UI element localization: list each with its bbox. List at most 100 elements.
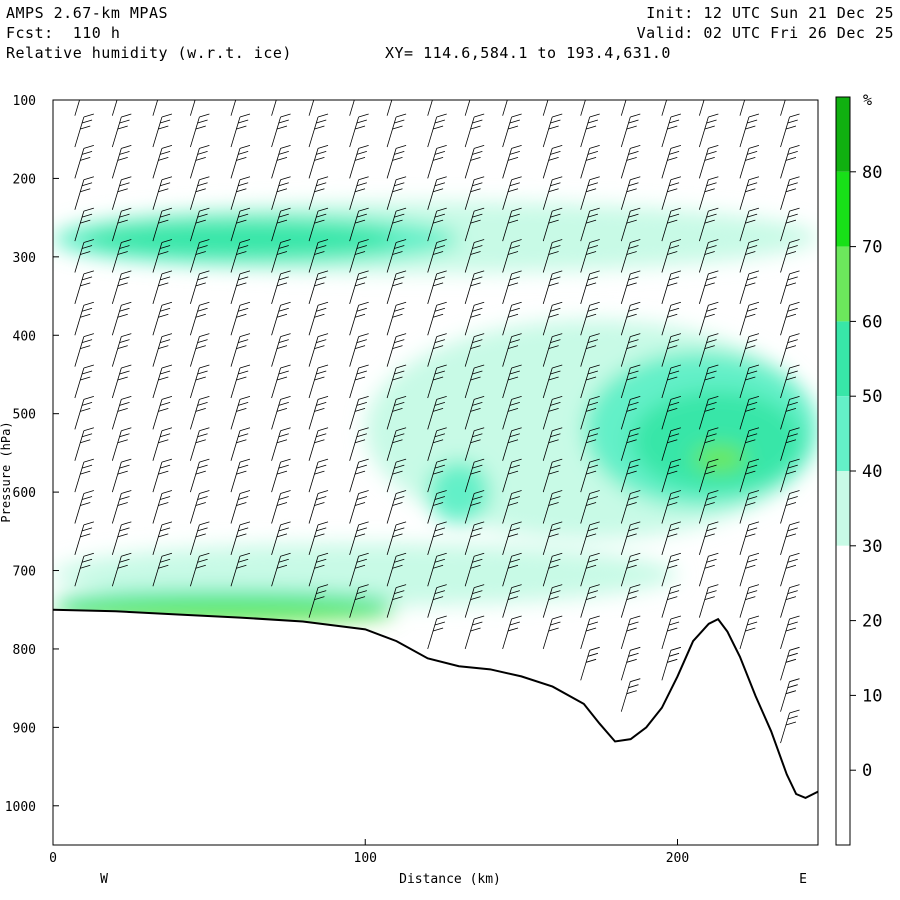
colorbar-band-20 [836, 620, 850, 696]
wind-barb [739, 301, 760, 336]
wind-barb [464, 333, 485, 367]
wind-barb [542, 521, 563, 555]
wind-barb [308, 490, 329, 524]
wind-barb [661, 239, 681, 273]
wind-barb [580, 458, 600, 493]
wind-barb [698, 100, 705, 116]
wind-barb [349, 458, 369, 493]
wind-barb [271, 395, 291, 430]
wind-barb [190, 490, 210, 524]
colorbar-band-0 [836, 770, 850, 845]
west-label: W [100, 872, 108, 887]
wind-barb [739, 552, 760, 587]
wind-barb [386, 100, 393, 116]
wind-barb [739, 615, 760, 650]
wind-barb [386, 395, 407, 430]
colorbar-label: 50 [862, 387, 882, 407]
wind-barb [111, 113, 132, 148]
wind-barb [698, 584, 719, 618]
wind-barb [620, 552, 641, 587]
wind-barb [230, 301, 251, 336]
wind-barb [271, 427, 291, 461]
wind-barb [661, 646, 681, 681]
wind-barb [620, 113, 641, 148]
wind-barb [780, 301, 800, 336]
wind-barb [502, 427, 522, 461]
colorbar-band-60 [836, 321, 850, 397]
wind-barb [502, 458, 522, 493]
wind-barb [620, 239, 641, 273]
wind-barb [542, 176, 563, 210]
wind-barb [111, 458, 132, 493]
wind-barb [152, 552, 173, 587]
wind-barb [349, 552, 369, 587]
wind-barb [464, 364, 485, 399]
colorbar-label: 80 [862, 163, 882, 183]
wind-barb [661, 458, 681, 493]
wind-barb [698, 395, 719, 430]
wind-barb [230, 113, 251, 148]
xy-range: XY= 114.6,584.1 to 193.4,631.0 [385, 44, 671, 62]
wind-barb [111, 145, 132, 179]
wind-barb [580, 176, 600, 210]
wind-barb [152, 458, 173, 493]
wind-barb [502, 584, 522, 618]
wind-barb [74, 458, 94, 493]
wind-barb [386, 521, 407, 555]
y-axis: 100 200 300 400 500 600 700 800 900 1000 [5, 94, 59, 815]
wind-barb [152, 176, 173, 210]
wind-barb [580, 301, 600, 336]
wind-barb [190, 239, 210, 273]
wind-barb [542, 113, 563, 148]
wind-barb [580, 395, 600, 430]
wind-barb [230, 333, 251, 367]
wind-barb [308, 427, 329, 461]
wind-barb [111, 490, 132, 524]
wind-barb [502, 176, 522, 210]
wind-barb [349, 395, 369, 430]
wind-barb [620, 521, 641, 555]
wind-barb [271, 458, 291, 493]
y-tick-label: 400 [13, 329, 36, 344]
wind-barb [464, 100, 471, 116]
wind-barb [780, 270, 800, 305]
wind-barb [190, 301, 210, 336]
wind-barb [739, 427, 760, 461]
wind-barb [111, 207, 132, 242]
wind-barb [739, 113, 760, 148]
wind-barb [739, 584, 760, 618]
colorbar-band-10 [836, 695, 850, 771]
wind-barb [661, 490, 681, 524]
wind-barb [308, 100, 315, 116]
wind-barb [502, 270, 522, 305]
colorbar-label: 40 [862, 462, 882, 482]
wind-barb [502, 207, 522, 242]
wind-barb [542, 100, 549, 116]
wind-barb [230, 395, 251, 430]
wind-barb [620, 100, 627, 116]
wind-barb [74, 301, 94, 336]
wind-barb [661, 521, 681, 555]
wind-barb [661, 145, 681, 179]
wind-barb [780, 458, 800, 493]
wind-barb [230, 176, 251, 210]
wind-barb [780, 395, 800, 430]
wind-barb [308, 270, 329, 305]
wind-barb [230, 364, 251, 399]
wind-barb [580, 145, 600, 179]
wind-barb [502, 145, 522, 179]
wind-barb [74, 239, 94, 273]
wind-barb [152, 395, 173, 430]
wind-barb [308, 176, 329, 210]
wind-barb [152, 333, 173, 367]
wind-barb [271, 100, 277, 116]
wind-barb [464, 490, 485, 524]
wind-barb [464, 615, 485, 650]
wind-barb [349, 113, 369, 148]
wind-barb [349, 145, 369, 179]
wind-barb [308, 395, 329, 430]
east-label: E [799, 872, 807, 887]
wind-barb [502, 521, 522, 555]
colorbar-label: 10 [862, 686, 882, 706]
